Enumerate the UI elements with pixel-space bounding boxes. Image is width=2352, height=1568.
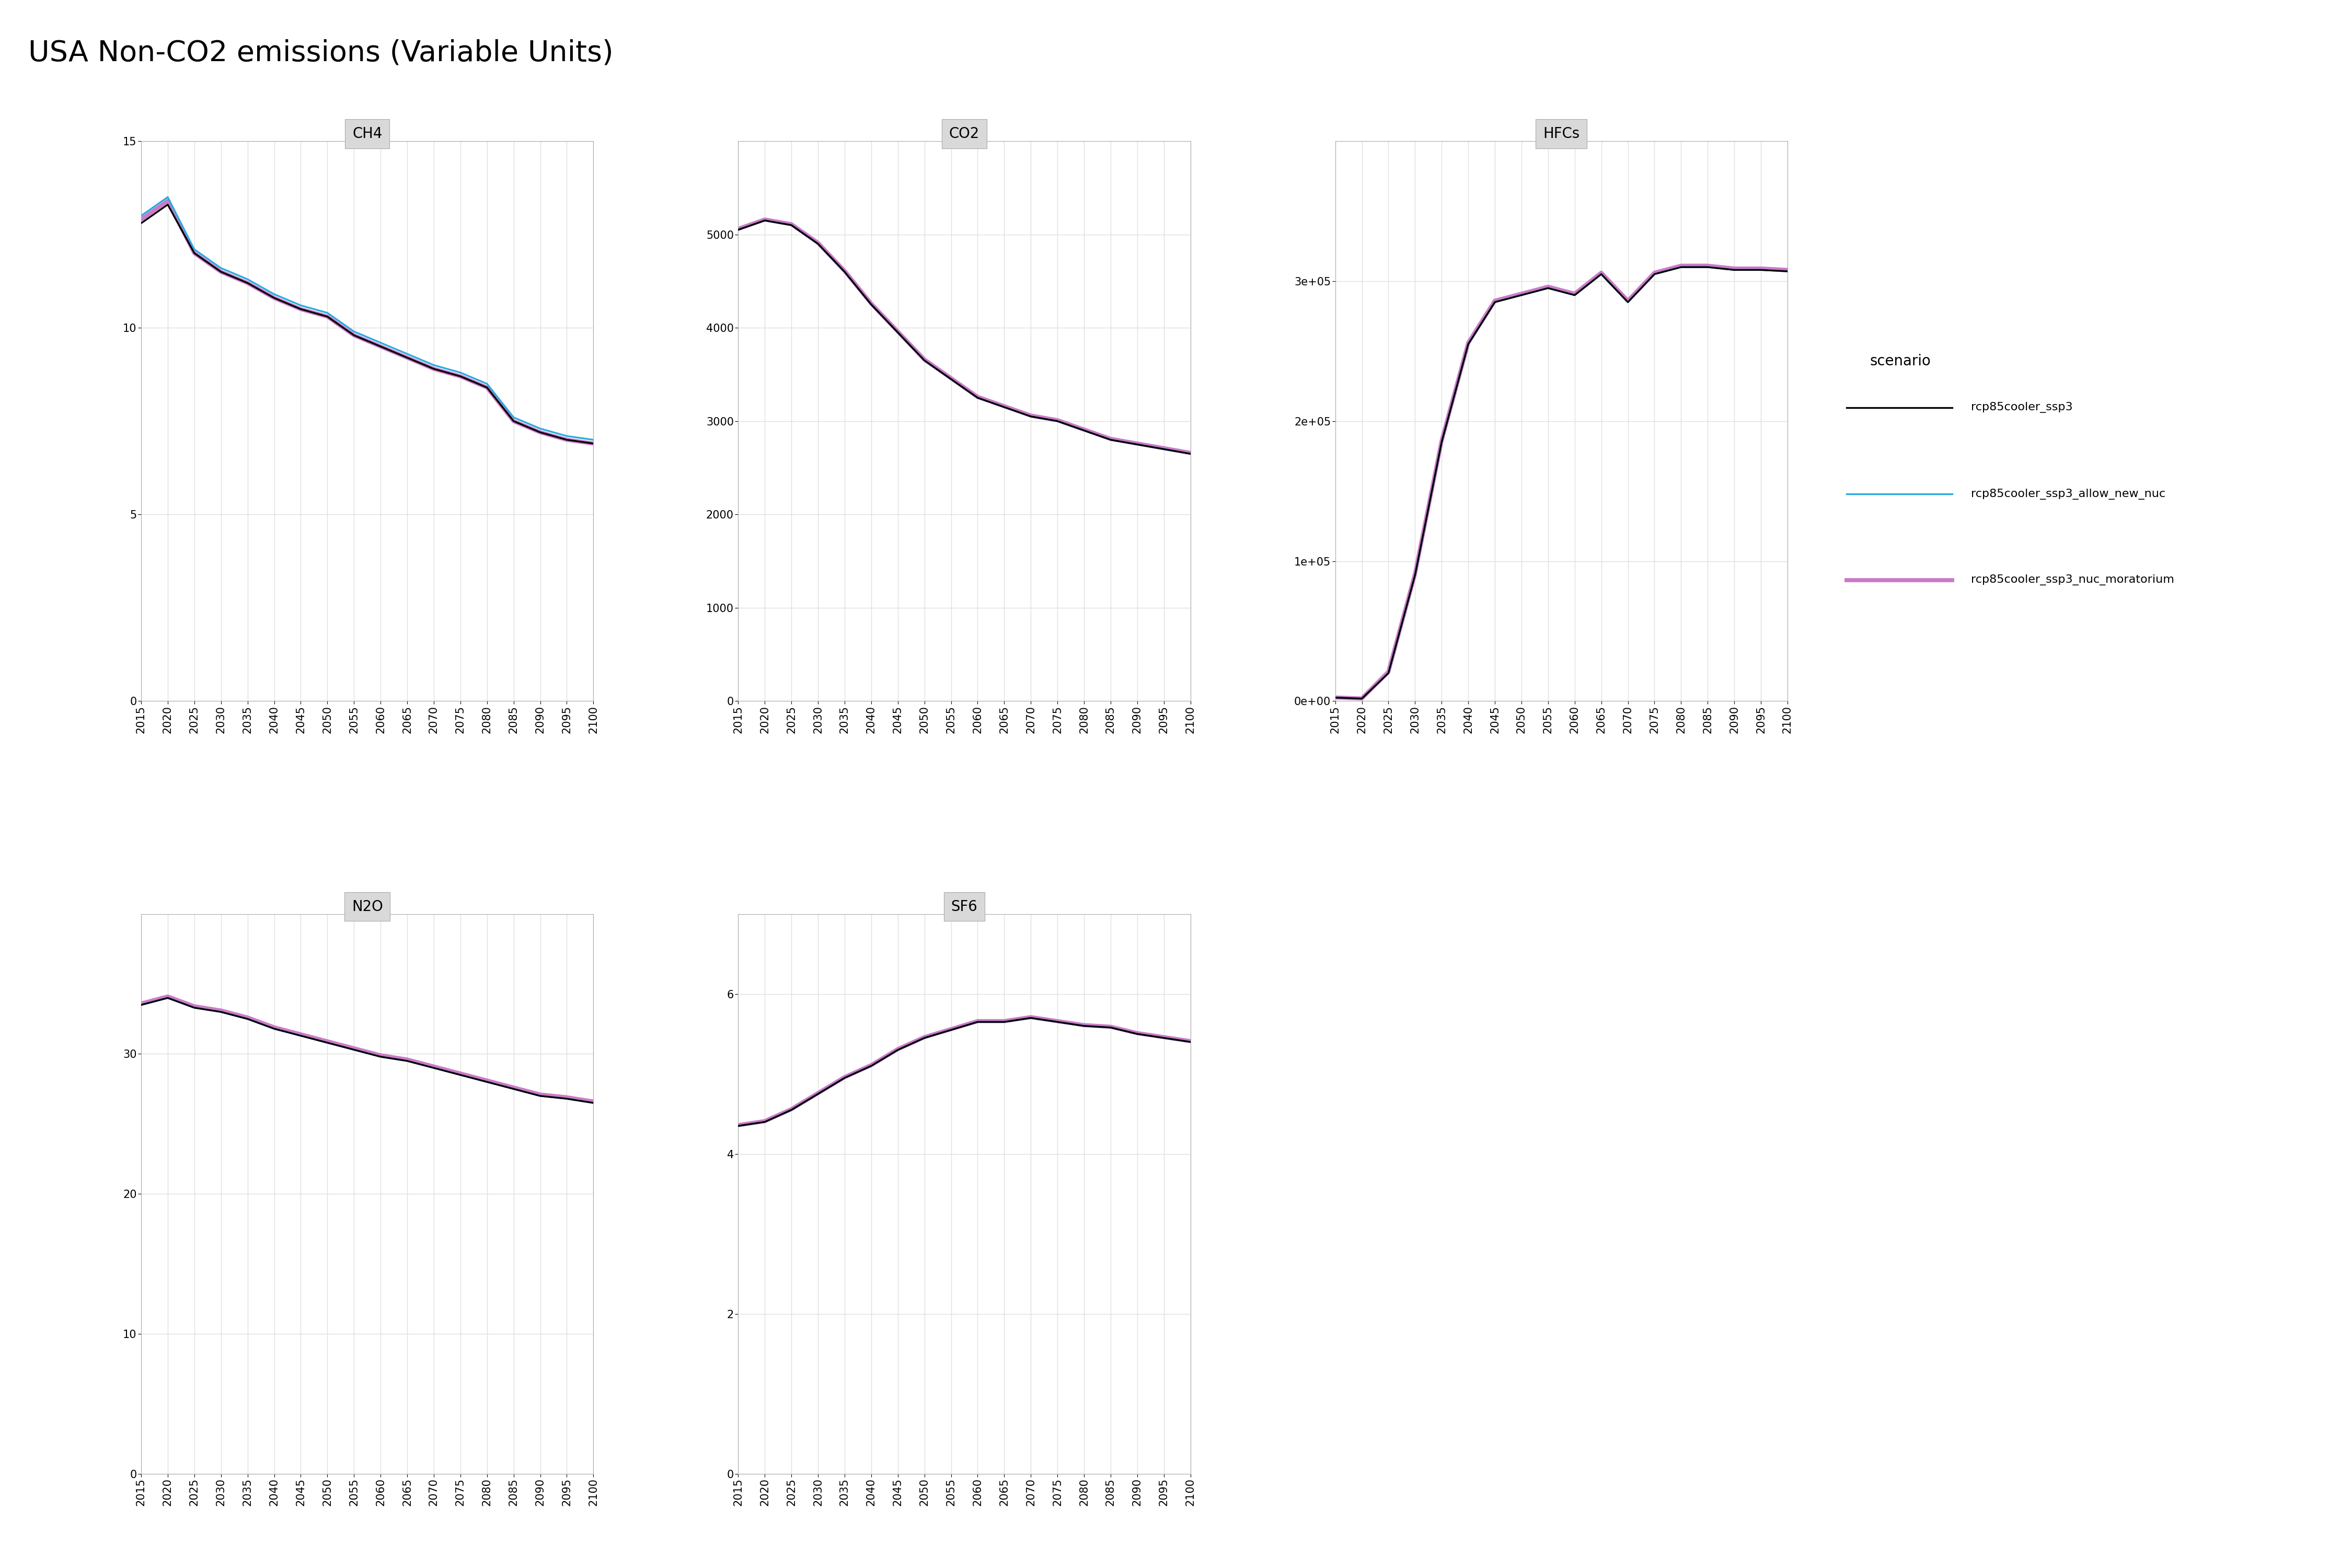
Title: CO2: CO2 xyxy=(950,127,978,141)
Text: scenario: scenario xyxy=(1870,354,1931,368)
Text: rcp85cooler_ssp3_nuc_moratorium: rcp85cooler_ssp3_nuc_moratorium xyxy=(1971,575,2173,586)
Title: HFCs: HFCs xyxy=(1543,127,1581,141)
Title: CH4: CH4 xyxy=(353,127,383,141)
Title: N2O: N2O xyxy=(353,900,383,914)
Text: rcp85cooler_ssp3: rcp85cooler_ssp3 xyxy=(1971,403,2072,414)
Text: rcp85cooler_ssp3_allow_new_nuc: rcp85cooler_ssp3_allow_new_nuc xyxy=(1971,489,2166,499)
Text: USA Non-CO2 emissions (Variable Units): USA Non-CO2 emissions (Variable Units) xyxy=(28,39,614,67)
Title: SF6: SF6 xyxy=(950,900,978,914)
